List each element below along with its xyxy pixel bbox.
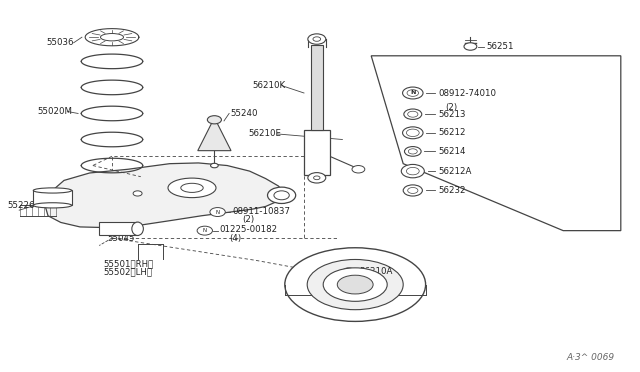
Circle shape [408, 111, 418, 117]
Text: 56232: 56232 [438, 186, 466, 195]
Circle shape [403, 127, 423, 139]
Circle shape [404, 109, 422, 119]
Circle shape [358, 294, 368, 299]
Ellipse shape [285, 248, 426, 321]
Text: 01225-00182: 01225-00182 [220, 225, 278, 234]
Text: 55501〈RH〉: 55501〈RH〉 [104, 259, 154, 268]
Circle shape [211, 163, 218, 168]
Text: 56210K: 56210K [253, 81, 286, 90]
Circle shape [327, 285, 337, 291]
Text: N: N [203, 228, 207, 233]
Ellipse shape [33, 188, 72, 193]
Text: 55045: 55045 [108, 234, 135, 243]
Circle shape [197, 226, 212, 235]
Circle shape [314, 176, 320, 180]
Text: 55502〈LH〉: 55502〈LH〉 [104, 268, 153, 277]
Ellipse shape [181, 183, 204, 192]
Circle shape [308, 173, 326, 183]
Ellipse shape [33, 203, 72, 208]
Circle shape [373, 278, 383, 284]
Circle shape [133, 191, 142, 196]
Circle shape [352, 166, 365, 173]
Circle shape [308, 34, 326, 44]
Circle shape [406, 167, 419, 175]
Circle shape [408, 187, 418, 193]
Polygon shape [45, 163, 285, 228]
Bar [304, 130, 330, 175]
Circle shape [274, 191, 289, 200]
Circle shape [268, 187, 296, 203]
Text: 56210A: 56210A [360, 267, 393, 276]
Text: A·3^ 0069: A·3^ 0069 [566, 353, 614, 362]
Circle shape [342, 268, 355, 275]
Bar [99, 222, 138, 235]
Text: 08911-10837: 08911-10837 [232, 207, 291, 216]
Bar [33, 190, 72, 205]
Text: (2): (2) [242, 215, 254, 224]
Text: (4): (4) [229, 234, 241, 243]
Circle shape [408, 149, 417, 154]
Text: (2): (2) [445, 103, 457, 112]
Circle shape [132, 226, 143, 232]
Polygon shape [198, 123, 231, 151]
Text: 56214: 56214 [438, 147, 466, 156]
Text: 55036: 55036 [46, 38, 74, 47]
Ellipse shape [168, 178, 216, 198]
Text: N: N [216, 209, 220, 215]
Circle shape [407, 90, 419, 96]
Text: 55020M: 55020M [37, 107, 72, 116]
Circle shape [342, 270, 353, 276]
Ellipse shape [337, 275, 373, 294]
Text: 56213: 56213 [438, 110, 466, 119]
Ellipse shape [207, 116, 221, 124]
Circle shape [403, 87, 423, 99]
Circle shape [406, 129, 419, 137]
Text: 56212A: 56212A [438, 167, 472, 176]
Text: 56212: 56212 [438, 128, 466, 137]
Text: 55240: 55240 [230, 109, 258, 118]
Text: 56251: 56251 [486, 42, 514, 51]
Circle shape [401, 164, 424, 178]
Text: 55226: 55226 [8, 201, 35, 210]
Circle shape [464, 43, 477, 50]
Text: N: N [410, 90, 415, 96]
Circle shape [313, 37, 321, 41]
Bar [311, 45, 323, 130]
Ellipse shape [132, 222, 143, 235]
Polygon shape [371, 56, 621, 231]
Circle shape [210, 208, 225, 217]
Circle shape [404, 147, 421, 156]
Circle shape [403, 185, 422, 196]
Ellipse shape [307, 260, 403, 310]
Text: 56210E: 56210E [248, 129, 282, 138]
Text: 08912-74010: 08912-74010 [438, 89, 497, 97]
Ellipse shape [100, 33, 124, 41]
Bar [112, 156, 304, 238]
Ellipse shape [323, 268, 387, 301]
